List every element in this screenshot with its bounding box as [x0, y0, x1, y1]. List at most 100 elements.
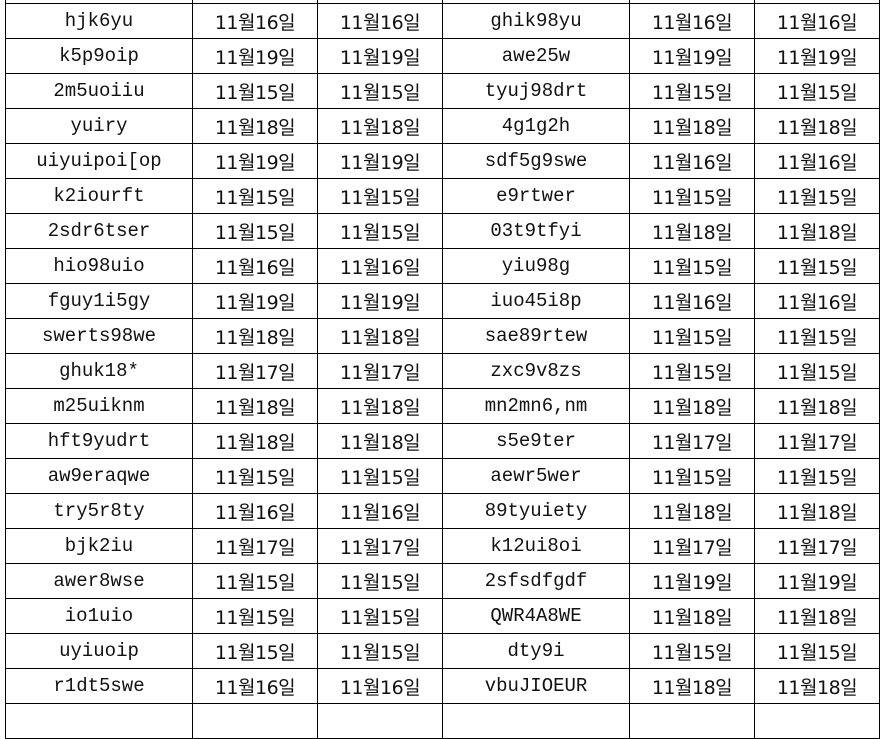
- code-cell[interactable]: QWR4A8WE: [442, 598, 630, 634]
- start-date-cell[interactable]: 11월15일: [192, 598, 318, 634]
- end-date-cell[interactable]: 11월15일: [317, 213, 443, 249]
- start-date-cell[interactable]: 11월15일: [629, 353, 755, 389]
- start-date-cell[interactable]: 11월18일: [629, 108, 755, 144]
- end-date-cell[interactable]: 11월19일: [317, 143, 443, 179]
- code-cell[interactable]: io1uio: [5, 598, 193, 634]
- start-date-cell[interactable]: 11월17일: [192, 353, 318, 389]
- start-date-cell[interactable]: 11월19일: [192, 38, 318, 74]
- start-date-cell[interactable]: 11월18일: [192, 318, 318, 354]
- end-date-cell[interactable]: 11월18일: [754, 108, 880, 144]
- end-date-cell[interactable]: 11월16일: [754, 3, 880, 39]
- end-date-cell[interactable]: 11월16일: [317, 248, 443, 284]
- end-date-cell[interactable]: 11월15일: [754, 318, 880, 354]
- start-date-cell[interactable]: 11월16일: [192, 248, 318, 284]
- start-date-cell[interactable]: 11월16일: [192, 668, 318, 704]
- code-cell[interactable]: r1dt5swe: [5, 668, 193, 704]
- end-date-cell[interactable]: 11월18일: [317, 318, 443, 354]
- end-date-cell[interactable]: 11월15일: [754, 73, 880, 109]
- code-cell[interactable]: m25uiknm: [5, 388, 193, 424]
- end-date-cell[interactable]: 11월15일: [754, 458, 880, 494]
- start-date-cell[interactable]: 11월15일: [629, 458, 755, 494]
- end-date-cell[interactable]: 11월18일: [754, 213, 880, 249]
- end-date-cell[interactable]: 11월16일: [317, 3, 443, 39]
- code-cell[interactable]: 4g1g2h: [442, 108, 630, 144]
- code-cell[interactable]: s5e9ter: [442, 423, 630, 459]
- end-date-cell[interactable]: 11월17일: [317, 353, 443, 389]
- code-cell[interactable]: hft9yudrt: [5, 423, 193, 459]
- end-date-cell[interactable]: 11월18일: [754, 668, 880, 704]
- code-cell[interactable]: dty9i: [442, 633, 630, 669]
- code-cell[interactable]: uiyuipoi[op: [5, 143, 193, 179]
- code-cell[interactable]: yiu98g: [442, 248, 630, 284]
- empty-cell[interactable]: [754, 703, 880, 739]
- end-date-cell[interactable]: 11월18일: [317, 423, 443, 459]
- end-date-cell[interactable]: 11월18일: [317, 388, 443, 424]
- start-date-cell[interactable]: 11월15일: [192, 633, 318, 669]
- start-date-cell[interactable]: 11월15일: [629, 248, 755, 284]
- start-date-cell[interactable]: 11월15일: [192, 73, 318, 109]
- code-cell[interactable]: k5p9oip: [5, 38, 193, 74]
- end-date-cell[interactable]: 11월15일: [317, 178, 443, 214]
- end-date-cell[interactable]: 11월17일: [754, 528, 880, 564]
- end-date-cell[interactable]: 11월17일: [317, 528, 443, 564]
- start-date-cell[interactable]: 11월18일: [629, 668, 755, 704]
- code-cell[interactable]: fguy1i5gy: [5, 283, 193, 319]
- end-date-cell[interactable]: 11월19일: [317, 38, 443, 74]
- start-date-cell[interactable]: 11월17일: [192, 528, 318, 564]
- code-cell[interactable]: aw9eraqwe: [5, 458, 193, 494]
- start-date-cell[interactable]: 11월19일: [629, 38, 755, 74]
- start-date-cell[interactable]: 11월16일: [629, 3, 755, 39]
- code-cell[interactable]: try5r8ty: [5, 493, 193, 529]
- code-cell[interactable]: 2sfsdfgdf: [442, 563, 630, 599]
- code-cell[interactable]: mn2mn6,nm: [442, 388, 630, 424]
- end-date-cell[interactable]: 11월19일: [754, 38, 880, 74]
- start-date-cell[interactable]: 11월15일: [192, 213, 318, 249]
- start-date-cell[interactable]: 11월18일: [629, 388, 755, 424]
- start-date-cell[interactable]: 11월18일: [629, 598, 755, 634]
- end-date-cell[interactable]: 11월16일: [317, 668, 443, 704]
- code-cell[interactable]: 2sdr6tser: [5, 213, 193, 249]
- code-cell[interactable]: tyuj98drt: [442, 73, 630, 109]
- start-date-cell[interactable]: 11월18일: [192, 108, 318, 144]
- code-cell[interactable]: yuiry: [5, 108, 193, 144]
- start-date-cell[interactable]: 11월15일: [192, 563, 318, 599]
- code-cell[interactable]: k2iourft: [5, 178, 193, 214]
- code-cell[interactable]: 03t9tfyi: [442, 213, 630, 249]
- start-date-cell[interactable]: 11월16일: [629, 283, 755, 319]
- start-date-cell[interactable]: 11월15일: [629, 318, 755, 354]
- empty-cell[interactable]: [629, 703, 755, 739]
- start-date-cell[interactable]: 11월17일: [629, 528, 755, 564]
- end-date-cell[interactable]: 11월16일: [754, 143, 880, 179]
- start-date-cell[interactable]: 11월17일: [629, 423, 755, 459]
- start-date-cell[interactable]: 11월19일: [192, 283, 318, 319]
- code-cell[interactable]: swerts98we: [5, 318, 193, 354]
- empty-cell[interactable]: [442, 703, 630, 739]
- end-date-cell[interactable]: 11월18일: [317, 108, 443, 144]
- code-cell[interactable]: hio98uio: [5, 248, 193, 284]
- end-date-cell[interactable]: 11월19일: [754, 563, 880, 599]
- code-cell[interactable]: ghik98yu: [442, 3, 630, 39]
- start-date-cell[interactable]: 11월15일: [629, 633, 755, 669]
- end-date-cell[interactable]: 11월15일: [754, 633, 880, 669]
- start-date-cell[interactable]: 11월18일: [629, 493, 755, 529]
- empty-cell[interactable]: [317, 703, 443, 739]
- end-date-cell[interactable]: 11월15일: [754, 178, 880, 214]
- start-date-cell[interactable]: 11월19일: [192, 143, 318, 179]
- code-cell[interactable]: sdf5g9swe: [442, 143, 630, 179]
- start-date-cell[interactable]: 11월18일: [629, 213, 755, 249]
- end-date-cell[interactable]: 11월15일: [317, 73, 443, 109]
- code-cell[interactable]: aewr5wer: [442, 458, 630, 494]
- code-cell[interactable]: e9rtwer: [442, 178, 630, 214]
- code-cell[interactable]: 89tyuiety: [442, 493, 630, 529]
- code-cell[interactable]: awe25w: [442, 38, 630, 74]
- end-date-cell[interactable]: 11월15일: [754, 248, 880, 284]
- end-date-cell[interactable]: 11월16일: [317, 493, 443, 529]
- start-date-cell[interactable]: 11월15일: [192, 178, 318, 214]
- code-cell[interactable]: k12ui8oi: [442, 528, 630, 564]
- end-date-cell[interactable]: 11월15일: [317, 598, 443, 634]
- start-date-cell[interactable]: 11월15일: [629, 178, 755, 214]
- end-date-cell[interactable]: 11월15일: [317, 633, 443, 669]
- code-cell[interactable]: awer8wse: [5, 563, 193, 599]
- empty-cell[interactable]: [5, 703, 193, 739]
- start-date-cell[interactable]: 11월16일: [629, 143, 755, 179]
